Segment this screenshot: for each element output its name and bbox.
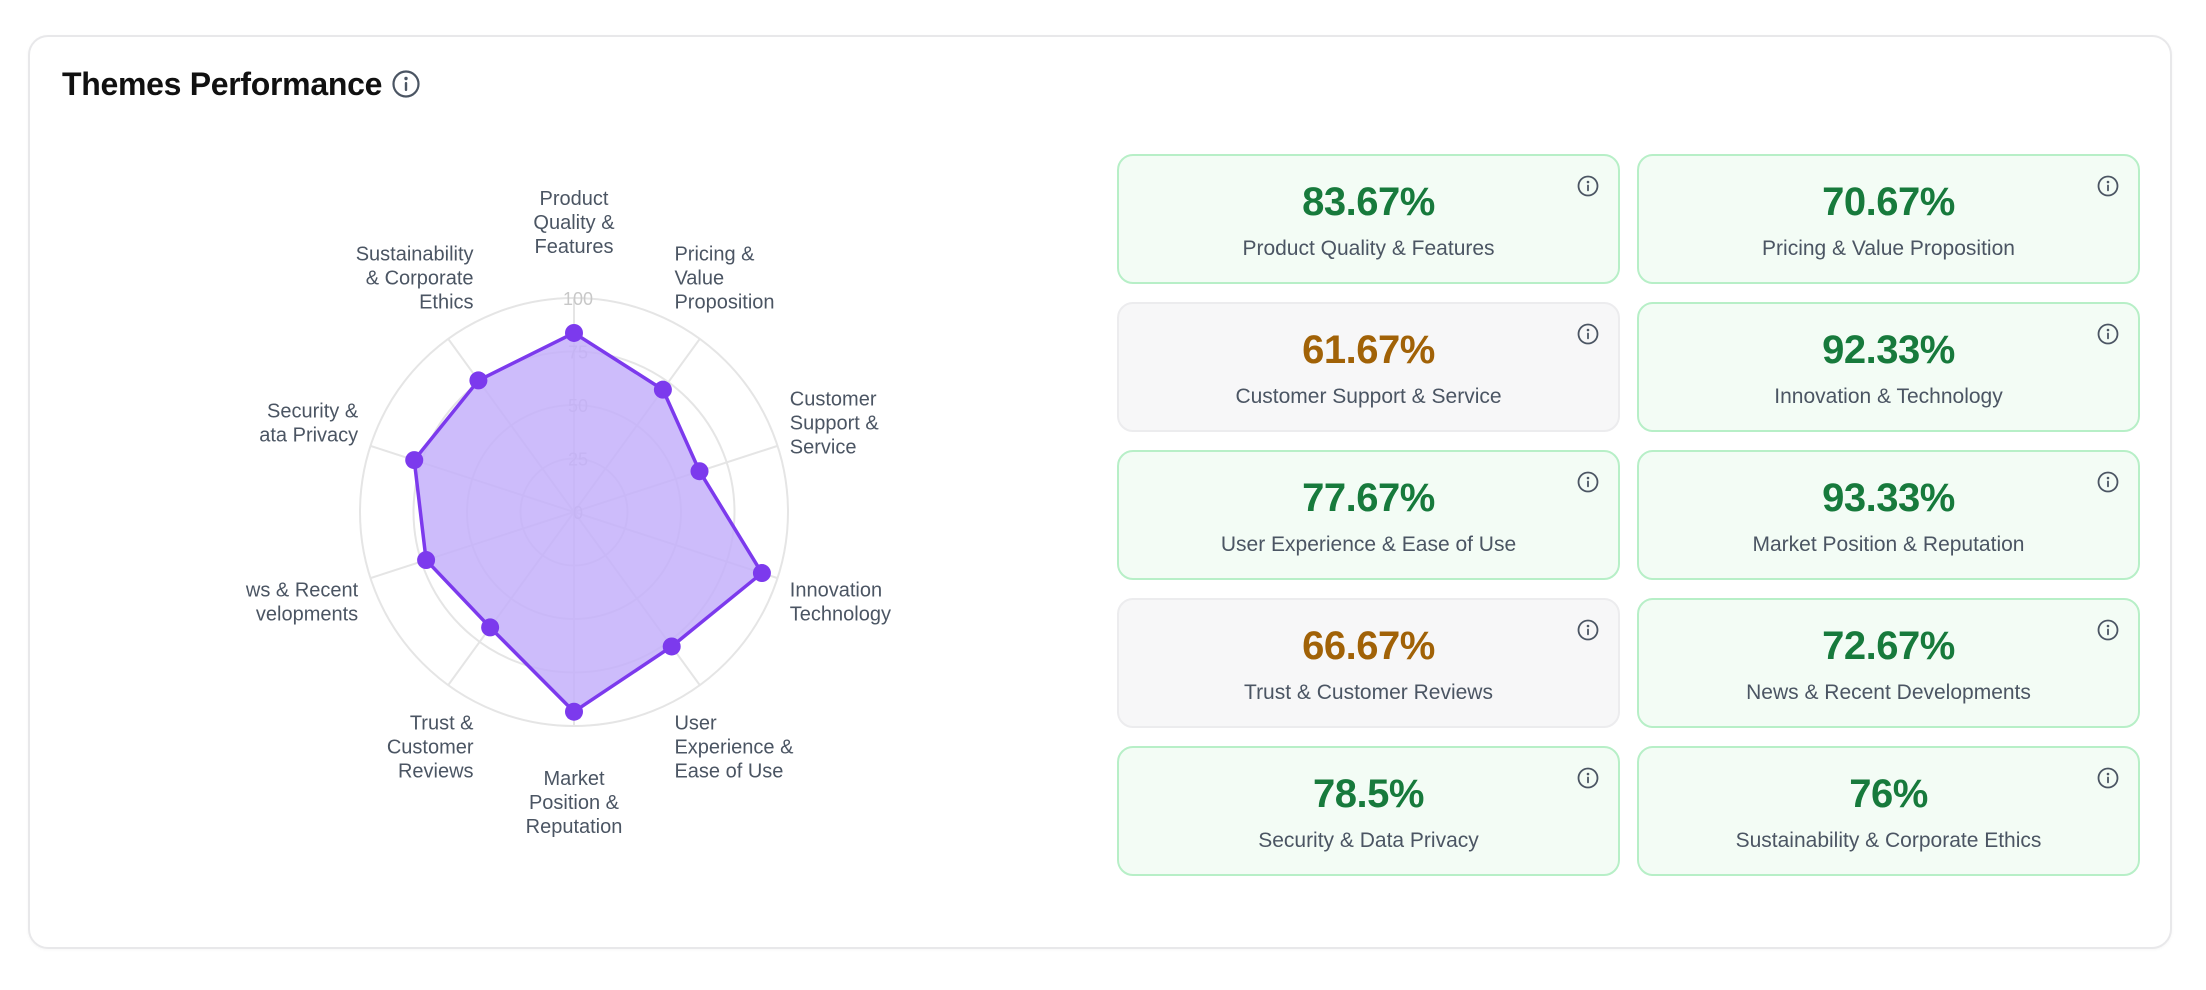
info-circle-icon[interactable] bbox=[390, 68, 422, 100]
theme-score-tile[interactable]: 92.33% Innovation & Technology bbox=[1637, 302, 2140, 432]
radar-axis-label-line: Ethics bbox=[419, 291, 473, 313]
radar-axis-label-line: Proposition bbox=[674, 291, 774, 313]
theme-score-label: Innovation & Technology bbox=[1774, 385, 2003, 408]
radar-axis-label-line: Sustainability bbox=[356, 243, 474, 265]
theme-score-value: 83.67% bbox=[1302, 180, 1435, 224]
radar-axis-label-line: Quality & bbox=[533, 212, 615, 234]
theme-score-tile[interactable]: 78.5% Security & Data Privacy bbox=[1117, 746, 1620, 876]
radar-data-point bbox=[405, 451, 424, 470]
info-circle-icon[interactable] bbox=[1576, 766, 1600, 790]
info-circle-icon[interactable] bbox=[1576, 618, 1600, 642]
radar-axis-label-line: Reviews bbox=[398, 761, 474, 783]
radar-axis-label-line: Customer bbox=[387, 737, 474, 759]
theme-score-tile[interactable]: 76% Sustainability & Corporate Ethics bbox=[1637, 746, 2140, 876]
radar-data-point bbox=[752, 564, 771, 583]
theme-score-label: Security & Data Privacy bbox=[1258, 829, 1479, 852]
theme-score-value: 61.67% bbox=[1302, 328, 1435, 372]
radar-axis-label: Market Position & Reputation bbox=[526, 768, 623, 838]
radar-tick-label: 100 bbox=[563, 289, 593, 309]
radar-axis-label: Trust & Customer Reviews bbox=[387, 713, 474, 783]
radar-axis-label-line: Support & bbox=[790, 412, 880, 434]
theme-score-value: 66.67% bbox=[1302, 624, 1435, 668]
theme-score-label: News & Recent Developments bbox=[1746, 681, 2031, 704]
radar-axis-label-line: Technology bbox=[790, 604, 891, 626]
radar-axis-label: User Experience & Ease of Use bbox=[674, 713, 794, 783]
radar-axis-label-line: Service bbox=[790, 436, 857, 458]
theme-score-tile[interactable]: 93.33% Market Position & Reputation bbox=[1637, 450, 2140, 580]
radar-axis-label-line: Customer bbox=[790, 388, 877, 410]
radar-axis-label-line: User bbox=[674, 713, 717, 735]
radar-axis-label: Product Quality & Features bbox=[533, 188, 615, 258]
radar-data-point bbox=[662, 637, 681, 656]
info-circle-icon[interactable] bbox=[2096, 470, 2120, 494]
radar-axis-label-line: Security & bbox=[267, 400, 359, 422]
info-circle-icon[interactable] bbox=[2096, 766, 2120, 790]
theme-score-tile[interactable]: 72.67% News & Recent Developments bbox=[1637, 598, 2140, 728]
radar-axis-label-line: Features bbox=[535, 236, 614, 258]
theme-score-value: 72.67% bbox=[1822, 624, 1955, 668]
page-title: Themes Performance bbox=[62, 66, 383, 102]
radar-axis-label-line: ws & Recent bbox=[245, 580, 359, 602]
radar-axis-label: Customer Support & Service bbox=[790, 388, 880, 458]
theme-score-label: Product Quality & Features bbox=[1242, 237, 1495, 260]
info-circle-icon[interactable] bbox=[2096, 174, 2120, 198]
theme-score-tile[interactable]: 66.67% Trust & Customer Reviews bbox=[1117, 598, 1620, 728]
info-circle-icon[interactable] bbox=[1576, 322, 1600, 346]
theme-score-label: User Experience & Ease of Use bbox=[1220, 533, 1517, 556]
theme-score-label: Pricing & Value Proposition bbox=[1762, 237, 2015, 260]
info-circle-icon[interactable] bbox=[1576, 174, 1600, 198]
radar-axis-label: Innovation Technology bbox=[790, 580, 891, 626]
radar-axis-label-line: Trust & bbox=[410, 713, 474, 735]
theme-score-tile[interactable]: 83.67% Product Quality & Features bbox=[1117, 154, 1620, 284]
radar-axis-label-line: Innovation bbox=[790, 580, 882, 602]
radar-data-point bbox=[481, 618, 500, 637]
radar-axis-label: Pricing & Value Proposition bbox=[674, 243, 774, 313]
radar-axis-label-line: ata Privacy bbox=[259, 424, 358, 446]
theme-score-label: Sustainability & Corporate Ethics bbox=[1735, 829, 2042, 852]
theme-score-label: Trust & Customer Reviews bbox=[1244, 681, 1493, 704]
radar-axis-label-line: Ease of Use bbox=[674, 761, 783, 783]
radar-data-point bbox=[565, 702, 583, 721]
theme-score-value: 78.5% bbox=[1313, 772, 1424, 816]
radar-axis-label-line: Reputation bbox=[526, 816, 623, 838]
radar-data-point bbox=[690, 462, 709, 481]
radar-series-area bbox=[412, 331, 764, 714]
radar-axis-label-line: Product bbox=[540, 188, 609, 210]
info-circle-icon[interactable] bbox=[2096, 322, 2120, 346]
theme-score-value: 76% bbox=[1849, 772, 1928, 816]
theme-score-label: Market Position & Reputation bbox=[1752, 533, 2025, 556]
info-circle-icon[interactable] bbox=[1576, 470, 1600, 494]
radar-axis-label-line: Market bbox=[543, 768, 605, 790]
radar-chart: 0255075100ProductQuality &FeaturesPricin… bbox=[174, 160, 974, 900]
radar-axis-label-line: Pricing & bbox=[674, 243, 755, 265]
radar-axis-label-line: Position & bbox=[529, 792, 620, 814]
radar-data-point bbox=[469, 371, 488, 390]
radar-data-point bbox=[417, 551, 436, 570]
theme-score-label: Customer Support & Service bbox=[1235, 385, 1502, 408]
theme-score-value: 92.33% bbox=[1822, 328, 1955, 372]
radar-axis-label: ws & Recent velopments bbox=[245, 580, 359, 626]
radar-axis-label-line: Experience & bbox=[674, 737, 794, 759]
radar-axis-label: Security & ata Privacy bbox=[259, 400, 359, 446]
radar-data-point bbox=[653, 380, 672, 399]
radar-axis-label: Sustainability & Corporate Ethics bbox=[356, 243, 474, 313]
theme-score-tile[interactable]: 77.67% User Experience & Ease of Use bbox=[1117, 450, 1620, 580]
radar-axis-label-line: velopments bbox=[256, 604, 358, 626]
radar-axis-label-line: & Corporate bbox=[366, 267, 474, 289]
theme-score-value: 70.67% bbox=[1822, 180, 1955, 224]
radar-axis-label-line: Value bbox=[674, 267, 724, 289]
theme-score-value: 93.33% bbox=[1822, 476, 1955, 520]
radar-data-point bbox=[565, 323, 583, 342]
theme-score-value: 77.67% bbox=[1302, 476, 1435, 520]
info-circle-icon[interactable] bbox=[2096, 618, 2120, 642]
theme-score-tile[interactable]: 61.67% Customer Support & Service bbox=[1117, 302, 1620, 432]
theme-score-tile[interactable]: 70.67% Pricing & Value Proposition bbox=[1637, 154, 2140, 284]
